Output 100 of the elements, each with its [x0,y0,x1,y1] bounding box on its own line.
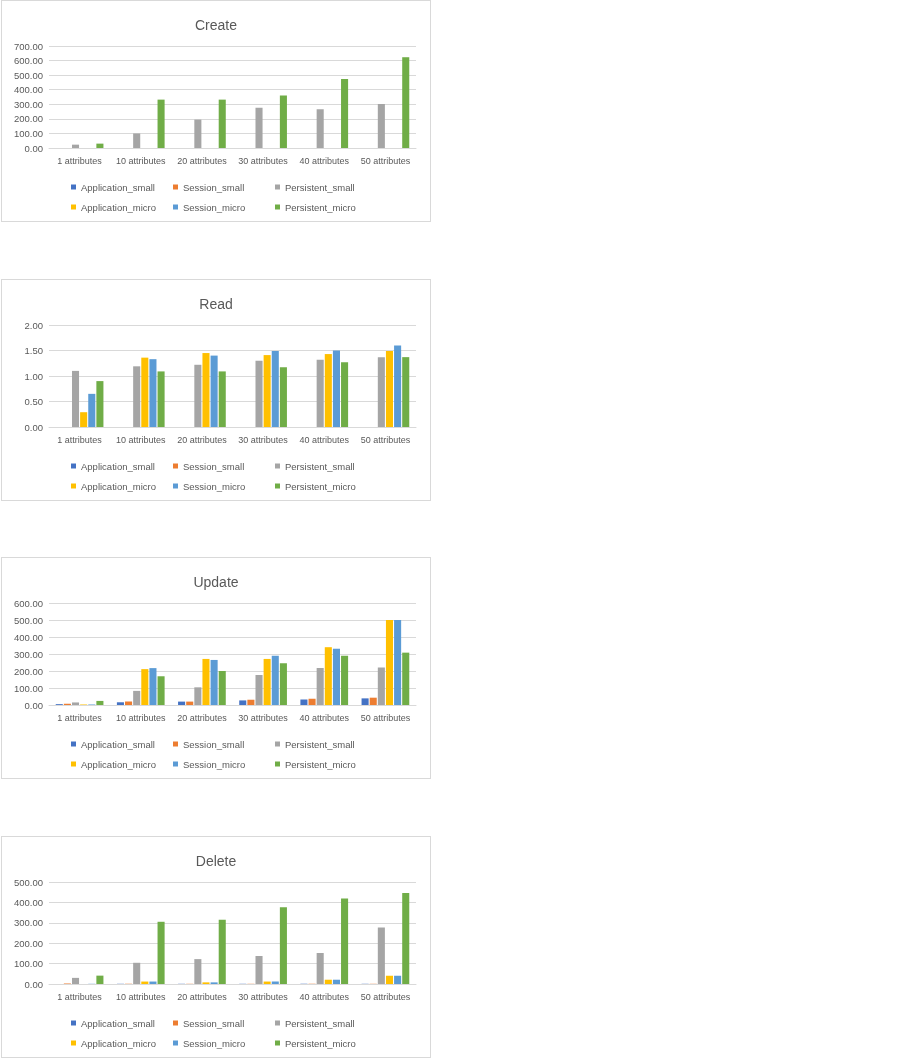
x-tick-label: 50 attributes [360,155,411,166]
bar [377,357,385,427]
bar [377,667,385,705]
bar [324,979,332,984]
bar [133,133,141,148]
x-tick-label: 20 attributes [177,155,228,166]
x-tick-label: 50 attributes [360,434,411,445]
legend-label: Application_small [81,1017,155,1029]
x-tick-label: 30 attributes [238,991,289,1002]
bar [255,674,263,705]
legend-label: Application_micro [81,758,156,770]
bar [279,907,287,984]
legend-label: Session_micro [183,480,246,492]
bar [341,655,349,705]
bar [96,381,104,427]
bar [279,663,287,705]
bar [394,975,402,984]
bar [96,143,104,148]
bar [157,371,165,427]
bar [157,676,165,705]
x-tick-label: 50 attributes [360,712,411,723]
bar [341,362,349,427]
y-tick-label: 100.00 [13,682,43,694]
bar [149,668,157,705]
y-tick-label: 700.00 [13,40,43,52]
bar [71,977,80,984]
y-tick-label: 200.00 [13,665,43,677]
bar [133,366,141,427]
bar [194,119,202,148]
bar [394,620,402,705]
bar [263,355,271,427]
legend-label: Session_small [183,1017,245,1029]
x-tick-label: 10 attributes [115,991,167,1002]
bar [341,898,349,984]
legend-label: Session_micro [183,1037,246,1049]
bar [332,648,340,705]
legend-label: Application_micro [81,480,156,492]
legend-label: Application_micro [81,201,156,213]
x-tick-label: 1 attributes [57,712,103,723]
x-tick-label: 50 attributes [360,991,411,1002]
y-tick-label: 0.50 [24,396,43,407]
bar [369,697,377,705]
x-tick-label: 30 attributes [238,712,289,723]
bar [71,370,80,427]
bar [316,668,324,705]
bar [202,658,210,705]
bar [194,687,202,705]
y-tick-label: 400.00 [13,896,43,908]
x-tick-label: 30 attributes [238,434,289,445]
legend-label: Application_small [81,181,155,193]
x-tick-label: 20 attributes [177,991,228,1002]
bar [324,647,332,705]
bar [210,659,218,705]
bar [279,95,287,148]
y-tick-label: 0.00 [24,978,43,990]
bar [255,360,263,427]
x-tick-label: 20 attributes [177,434,228,445]
x-tick-label: 1 attributes [57,434,103,445]
y-tick-label: 0.00 [24,142,43,154]
bar [141,669,149,705]
bar [210,355,218,427]
bar [341,79,349,148]
x-tick-label: 10 attributes [115,155,167,166]
bar [361,698,369,705]
y-tick-label: 500.00 [13,69,43,81]
legend-label: Session_micro [183,201,246,213]
y-tick-label: 300.00 [13,917,43,929]
y-tick-label: 200.00 [13,937,43,949]
bar [263,658,271,705]
y-tick-label: 400.00 [13,84,43,96]
bar [316,359,324,427]
y-tick-label: 1.00 [24,370,43,382]
bar [218,671,226,705]
legend-label: Persistent_small [285,460,355,472]
bar [316,952,324,984]
bar [402,652,410,705]
y-tick-label: 500.00 [13,876,43,888]
y-tick-label: 300.00 [13,648,43,660]
chart-title: Delete [195,853,237,869]
bar [332,350,340,427]
chart-title: Read [199,296,233,312]
legend-label: Persistent_micro [285,1037,356,1049]
bar [88,393,96,427]
bar [157,921,165,984]
bar [247,699,255,705]
legend-label: Persistent_micro [285,480,356,492]
bar [71,702,80,705]
legend-label: Session_small [183,460,245,472]
y-tick-label: 1.50 [24,345,43,356]
bar [80,412,88,427]
bar [271,351,279,427]
x-tick-label: 30 attributes [238,155,289,166]
bar [239,700,247,705]
legend-label: Application_micro [81,1037,156,1049]
y-tick-label: 0.00 [24,699,43,711]
legend-label: Session_small [183,738,245,750]
bar [324,354,332,427]
legend-label: Persistent_micro [285,758,356,770]
bar [255,956,263,984]
x-tick-label: 20 attributes [177,712,228,723]
